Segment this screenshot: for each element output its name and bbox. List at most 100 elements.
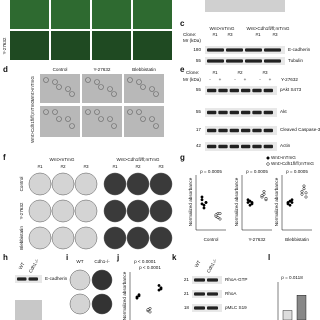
label: + bbox=[219, 77, 222, 82]
label: Clone: bbox=[183, 32, 196, 37]
band bbox=[241, 128, 251, 133]
band bbox=[194, 292, 205, 296]
data-point bbox=[248, 203, 252, 207]
cell bbox=[65, 116, 71, 122]
data-point bbox=[146, 308, 150, 312]
band bbox=[245, 48, 262, 52]
band bbox=[229, 88, 239, 93]
label: #1 bbox=[37, 164, 43, 169]
data-point bbox=[246, 198, 250, 202]
band bbox=[252, 88, 262, 93]
label: p < 0.0001 bbox=[139, 265, 161, 270]
label: 21 bbox=[184, 277, 190, 282]
cell bbox=[136, 79, 142, 85]
label: Control bbox=[19, 177, 24, 192]
label: Cdh1-/- bbox=[28, 258, 40, 274]
cell bbox=[69, 91, 75, 97]
label: Blebbistatin bbox=[19, 226, 24, 250]
cell bbox=[153, 123, 159, 129]
label: Wnt>Cdh1fl/fl;mTmG bbox=[246, 26, 289, 31]
band bbox=[264, 48, 281, 52]
data-point bbox=[288, 203, 292, 207]
data-point bbox=[290, 201, 294, 204]
well bbox=[28, 199, 52, 223]
label: Wnt>Cdh1fl/fl;mTmG bbox=[30, 100, 35, 143]
band bbox=[241, 110, 251, 115]
data-point bbox=[200, 198, 204, 202]
bar bbox=[282, 310, 293, 320]
label: #3 bbox=[83, 164, 89, 169]
cell bbox=[94, 79, 100, 85]
label: Wnt>Cdh1fl/fl;mTmG bbox=[271, 161, 314, 166]
band bbox=[218, 144, 228, 149]
cell bbox=[127, 77, 133, 83]
label: Y-27632 bbox=[2, 37, 7, 54]
well bbox=[126, 199, 150, 223]
data-point bbox=[304, 195, 308, 199]
data-point bbox=[200, 202, 204, 206]
well bbox=[126, 172, 150, 196]
cell bbox=[136, 109, 142, 115]
blot bbox=[15, 300, 42, 320]
data-point bbox=[262, 192, 266, 196]
legend-marker bbox=[266, 162, 270, 166]
micrograph bbox=[10, 31, 49, 60]
well bbox=[28, 172, 52, 196]
well bbox=[149, 172, 173, 196]
well bbox=[126, 226, 150, 250]
label: WT bbox=[194, 259, 202, 268]
band bbox=[194, 278, 205, 282]
label: 180 bbox=[193, 47, 201, 52]
label: p = 0.0005 bbox=[200, 169, 222, 174]
data-point bbox=[216, 216, 220, 220]
blot bbox=[205, 0, 285, 12]
well bbox=[103, 172, 127, 196]
well bbox=[51, 172, 75, 196]
cell bbox=[107, 86, 113, 92]
label: Wnt>mTmG bbox=[50, 157, 75, 162]
well bbox=[74, 226, 98, 250]
label: Normalized absorbance bbox=[234, 177, 239, 226]
label: Mr (kDa) bbox=[183, 77, 201, 82]
data-point bbox=[214, 213, 218, 217]
label: + bbox=[269, 77, 272, 82]
data-point bbox=[302, 184, 306, 188]
label: E-cadherin bbox=[288, 47, 311, 52]
well bbox=[91, 269, 113, 291]
cell bbox=[56, 116, 62, 122]
panel-letter: l bbox=[268, 253, 270, 262]
data-point bbox=[218, 212, 222, 215]
cell bbox=[69, 123, 75, 129]
band bbox=[252, 110, 262, 115]
label: E-cadherin bbox=[45, 276, 68, 281]
label: 55 bbox=[196, 87, 202, 92]
micrograph bbox=[40, 74, 80, 103]
label: WT bbox=[76, 259, 83, 264]
well bbox=[69, 269, 91, 291]
data-point bbox=[200, 195, 204, 199]
label: - bbox=[259, 77, 261, 82]
label: p < 0.0001 bbox=[134, 259, 156, 264]
label: #1 bbox=[212, 70, 218, 75]
legend-marker bbox=[266, 156, 270, 160]
label: Control bbox=[204, 237, 219, 242]
data-point bbox=[260, 194, 264, 198]
band bbox=[207, 59, 224, 63]
band bbox=[229, 110, 239, 115]
cell bbox=[149, 116, 155, 122]
label: Wnt>mTmG bbox=[271, 155, 296, 160]
label: Clone: bbox=[186, 70, 199, 75]
micrograph bbox=[92, 31, 131, 60]
cell bbox=[98, 116, 104, 122]
cell bbox=[98, 84, 104, 90]
micrograph bbox=[124, 74, 164, 103]
band bbox=[218, 110, 228, 115]
label: Control bbox=[53, 67, 68, 72]
well bbox=[74, 172, 98, 196]
band bbox=[252, 128, 262, 133]
data-point bbox=[288, 199, 292, 203]
micrograph bbox=[133, 31, 172, 60]
data-point bbox=[202, 203, 206, 207]
panel-letter: k bbox=[172, 253, 177, 262]
band bbox=[263, 128, 273, 133]
